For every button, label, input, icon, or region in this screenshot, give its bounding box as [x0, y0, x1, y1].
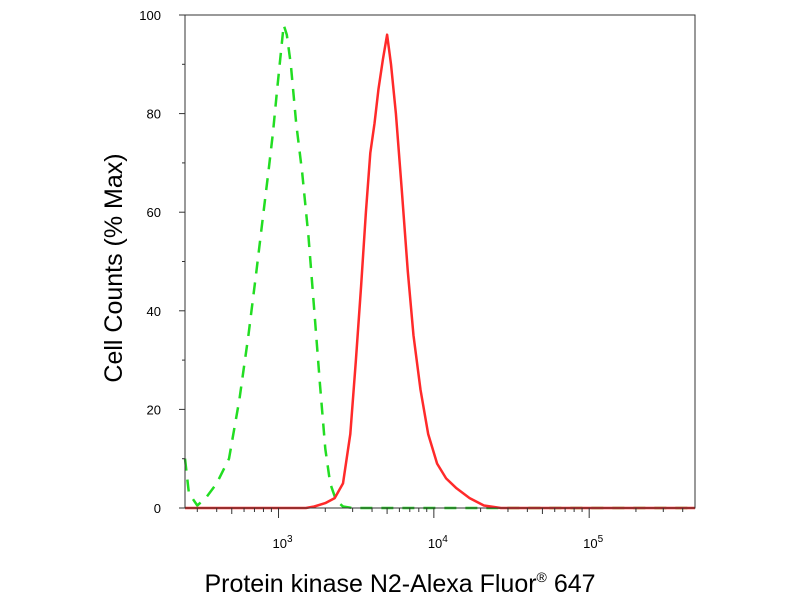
y-tick-label: 100 — [139, 8, 161, 23]
x-axis-title-suffix: 647 — [547, 570, 596, 598]
plot-frame — [184, 14, 696, 509]
x-axis-title: Protein kinase N2-Alexa Fluor® 647 — [204, 569, 595, 598]
y-tick-label: 80 — [147, 107, 161, 122]
x-tick-label-exponent: 3 — [287, 534, 293, 545]
x-tick-label: 104 — [428, 534, 448, 551]
y-axis: 0 20 40 60 80 100 — [139, 8, 185, 516]
x-tick-label-base: 10 — [273, 536, 287, 551]
series-layer — [183, 23, 695, 510]
x-tick-label-base: 10 — [583, 536, 597, 551]
x-tick-label-exponent: 4 — [442, 534, 448, 545]
y-tick-label: 40 — [147, 304, 161, 319]
x-axis-title-main: Protein kinase N2-Alexa Fluor — [204, 570, 536, 598]
x-tick-label: 105 — [583, 534, 603, 551]
series-line-1 — [183, 23, 695, 510]
x-tick-label-exponent: 5 — [598, 534, 604, 545]
series-line-2 — [185, 33, 695, 510]
y-tick-label: 60 — [147, 205, 161, 220]
y-tick-label: 20 — [147, 402, 161, 417]
x-axis-title-registered-mark: ® — [537, 569, 548, 585]
x-tick-label: 103 — [273, 534, 293, 551]
y-tick-label: 0 — [154, 501, 161, 516]
y-axis-title: Cell Counts (% Max) — [100, 153, 128, 382]
x-axis: 103 104 105 — [196, 508, 684, 551]
x-tick-label-base: 10 — [428, 536, 442, 551]
